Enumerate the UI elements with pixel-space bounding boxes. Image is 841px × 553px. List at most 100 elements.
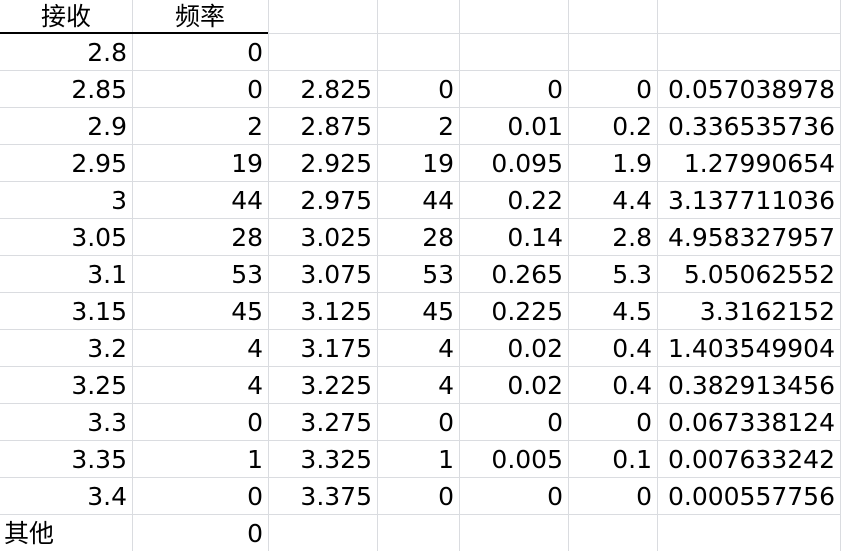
cell-density[interactable]: 0 — [636, 408, 652, 437]
row-divider — [0, 107, 841, 108]
cell-receive[interactable]: 2.9 — [87, 112, 127, 141]
cell-normal-density[interactable]: 4.958327957 — [667, 223, 835, 252]
cell-frequency[interactable]: 0 — [247, 75, 263, 104]
cell-frequency[interactable]: 28 — [231, 223, 263, 252]
column-divider — [459, 0, 460, 551]
cell-normal-density[interactable]: 1.27990654 — [683, 149, 835, 178]
cell-normal-density[interactable]: 0.336535736 — [667, 112, 835, 141]
cell-count[interactable]: 45 — [422, 297, 454, 326]
cell-receive[interactable]: 3.2 — [87, 334, 127, 363]
cell-count[interactable]: 28 — [422, 223, 454, 252]
cell-receive[interactable]: 2.95 — [71, 149, 127, 178]
cell-count[interactable]: 1 — [438, 445, 454, 474]
cell-density[interactable]: 2.8 — [612, 223, 652, 252]
cell-midpoint[interactable]: 3.175 — [300, 334, 372, 363]
cell-relative-frequency[interactable]: 0.02 — [507, 371, 563, 400]
cell-midpoint[interactable]: 3.125 — [300, 297, 372, 326]
cell-count[interactable]: 0 — [438, 408, 454, 437]
cell-count[interactable]: 19 — [422, 149, 454, 178]
cell-frequency[interactable]: 2 — [247, 112, 263, 141]
cell-normal-density[interactable]: 5.05062552 — [683, 260, 835, 289]
cell-relative-frequency[interactable]: 0.095 — [491, 149, 563, 178]
column-divider — [377, 0, 378, 551]
cell-midpoint[interactable]: 2.975 — [300, 186, 372, 215]
cell-frequency[interactable]: 0 — [247, 408, 263, 437]
cell-count[interactable]: 0 — [438, 75, 454, 104]
cell-density[interactable]: 5.3 — [612, 260, 652, 289]
cell-density[interactable]: 0 — [636, 75, 652, 104]
cell-normal-density[interactable]: 0.000557756 — [667, 482, 835, 511]
cell-count[interactable]: 4 — [438, 334, 454, 363]
cell-normal-density[interactable]: 0.382913456 — [667, 371, 835, 400]
cell-midpoint[interactable]: 3.275 — [300, 408, 372, 437]
cell-receive-other[interactable]: 其他 — [4, 519, 55, 548]
cell-receive[interactable]: 3.4 — [87, 482, 127, 511]
cell-frequency[interactable]: 0 — [247, 519, 263, 548]
cell-midpoint[interactable]: 2.825 — [300, 75, 372, 104]
cell-receive[interactable]: 2.8 — [87, 38, 127, 67]
cell-relative-frequency[interactable]: 0.14 — [507, 223, 563, 252]
row-divider — [0, 477, 841, 478]
cell-receive[interactable]: 3.25 — [71, 371, 127, 400]
cell-midpoint[interactable]: 3.325 — [300, 445, 372, 474]
cell-density[interactable]: 0.1 — [612, 445, 652, 474]
cell-normal-density[interactable]: 1.403549904 — [667, 334, 835, 363]
cell-relative-frequency[interactable]: 0 — [547, 408, 563, 437]
cell-receive[interactable]: 3.35 — [71, 445, 127, 474]
cell-frequency[interactable]: 4 — [247, 334, 263, 363]
row-divider — [0, 403, 841, 404]
cell-receive[interactable]: 3 — [111, 186, 127, 215]
cell-relative-frequency[interactable]: 0.01 — [507, 112, 563, 141]
cell-density[interactable]: 0.4 — [612, 371, 652, 400]
cell-count[interactable]: 4 — [438, 371, 454, 400]
row-divider — [0, 70, 841, 71]
cell-frequency[interactable]: 19 — [231, 149, 263, 178]
cell-receive[interactable]: 3.3 — [87, 408, 127, 437]
cell-frequency[interactable]: 0 — [247, 482, 263, 511]
cell-frequency[interactable]: 53 — [231, 260, 263, 289]
cell-frequency[interactable]: 45 — [231, 297, 263, 326]
cell-frequency[interactable]: 4 — [247, 371, 263, 400]
cell-normal-density[interactable]: 0.057038978 — [667, 75, 835, 104]
cell-relative-frequency[interactable]: 0.02 — [507, 334, 563, 363]
cell-count[interactable]: 0 — [438, 482, 454, 511]
cell-frequency[interactable]: 44 — [231, 186, 263, 215]
cell-receive[interactable]: 3.15 — [71, 297, 127, 326]
row-divider — [0, 255, 841, 256]
cell-receive[interactable]: 3.05 — [71, 223, 127, 252]
cell-midpoint[interactable]: 3.225 — [300, 371, 372, 400]
cell-count[interactable]: 53 — [422, 260, 454, 289]
cell-midpoint[interactable]: 2.875 — [300, 112, 372, 141]
cell-frequency[interactable]: 1 — [247, 445, 263, 474]
cell-normal-density[interactable]: 3.3162152 — [699, 297, 835, 326]
cell-relative-frequency[interactable]: 0 — [547, 482, 563, 511]
cell-relative-frequency[interactable]: 0.22 — [507, 186, 563, 215]
cell-normal-density[interactable]: 0.007633242 — [667, 445, 835, 474]
cell-density[interactable]: 4.4 — [612, 186, 652, 215]
cell-density[interactable]: 0.4 — [612, 334, 652, 363]
row-divider — [0, 292, 841, 293]
cell-density[interactable]: 1.9 — [612, 149, 652, 178]
cell-normal-density[interactable]: 0.067338124 — [667, 408, 835, 437]
row-divider — [0, 440, 841, 441]
cell-normal-density[interactable]: 3.137711036 — [667, 186, 835, 215]
cell-density[interactable]: 0.2 — [612, 112, 652, 141]
cell-density[interactable]: 4.5 — [612, 297, 652, 326]
cell-count[interactable]: 2 — [438, 112, 454, 141]
cell-relative-frequency[interactable]: 0.265 — [491, 260, 563, 289]
cell-midpoint[interactable]: 3.375 — [300, 482, 372, 511]
cell-midpoint[interactable]: 2.925 — [300, 149, 372, 178]
header-cell-frequency[interactable]: 频率 — [174, 2, 225, 31]
header-cell-receive[interactable]: 接收 — [40, 2, 91, 31]
cell-density[interactable]: 0 — [636, 482, 652, 511]
cell-frequency[interactable]: 0 — [247, 38, 263, 67]
cell-receive[interactable]: 2.85 — [71, 75, 127, 104]
cell-midpoint[interactable]: 3.075 — [300, 260, 372, 289]
cell-relative-frequency[interactable]: 0.225 — [491, 297, 563, 326]
column-divider — [132, 0, 133, 551]
cell-relative-frequency[interactable]: 0 — [547, 75, 563, 104]
cell-midpoint[interactable]: 3.025 — [300, 223, 372, 252]
cell-receive[interactable]: 3.1 — [87, 260, 127, 289]
cell-relative-frequency[interactable]: 0.005 — [491, 445, 563, 474]
cell-count[interactable]: 44 — [422, 186, 454, 215]
